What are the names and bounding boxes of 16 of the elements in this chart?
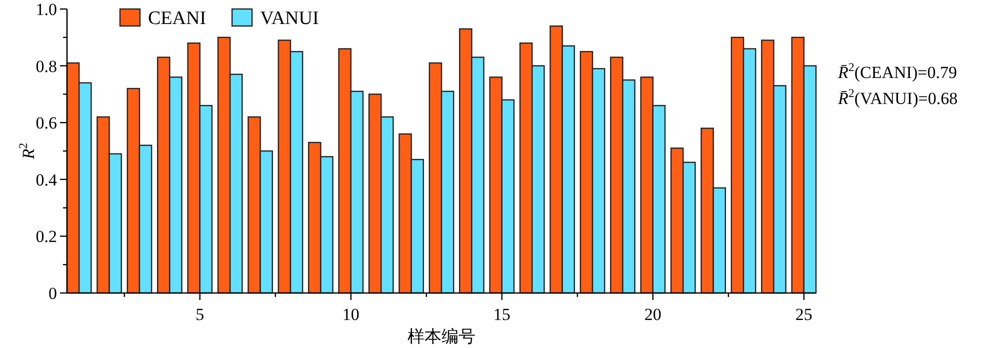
y-tick-label: 1.0 — [36, 0, 57, 19]
text: R̄$^{2}$(CEANI)=0.79 — [837, 60, 957, 82]
y-tick-label: 0.8 — [36, 56, 57, 76]
x-tick-label: 5 — [196, 305, 204, 324]
x-tick-label: 15 — [493, 305, 510, 324]
y-tick-label: 0.2 — [36, 227, 57, 246]
legend-label: VANUI — [260, 8, 319, 29]
x-tick-label: 20 — [644, 305, 662, 324]
y-tick-label: 0.6 — [36, 114, 57, 133]
y-tick-label: 0 — [48, 284, 57, 303]
legend-label: CEANI — [148, 8, 206, 29]
x-tick-label: 10 — [342, 305, 360, 324]
text: R̄$^{2}$(VANUI)=0.68 — [837, 86, 958, 108]
y-tick-label: 0.4 — [36, 170, 58, 190]
x-tick-label: 25 — [795, 305, 812, 324]
x-axis-title: 样本编号 — [408, 327, 476, 347]
